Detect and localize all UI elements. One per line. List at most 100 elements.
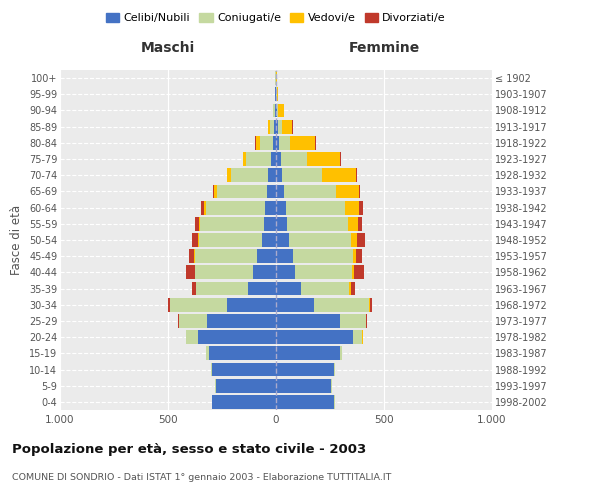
Y-axis label: Fasce di età: Fasce di età: [10, 205, 23, 275]
Bar: [293, 250, 353, 263]
Bar: [276, 217, 287, 230]
Bar: [268, 168, 276, 182]
Bar: [345, 200, 359, 214]
Bar: [276, 233, 289, 247]
Bar: [195, 266, 253, 280]
Bar: [194, 250, 195, 263]
Bar: [199, 233, 262, 247]
Bar: [265, 200, 276, 214]
Bar: [276, 200, 286, 214]
Bar: [340, 346, 343, 360]
Bar: [168, 298, 170, 312]
Bar: [340, 152, 341, 166]
Text: Popolazione per età, sesso e stato civile - 2003: Popolazione per età, sesso e stato civil…: [12, 442, 366, 456]
Bar: [276, 362, 334, 376]
Bar: [196, 282, 248, 296]
Bar: [193, 282, 196, 296]
Bar: [286, 200, 345, 214]
Bar: [276, 104, 277, 118]
Bar: [290, 136, 316, 149]
Bar: [246, 152, 271, 166]
Bar: [179, 314, 207, 328]
Bar: [350, 233, 356, 247]
Bar: [207, 314, 276, 328]
Bar: [369, 298, 370, 312]
Bar: [248, 282, 276, 296]
Bar: [322, 168, 356, 182]
Bar: [276, 266, 295, 280]
Bar: [206, 200, 265, 214]
Bar: [257, 250, 276, 263]
Bar: [277, 88, 278, 101]
Legend: Celibi/Nubili, Coniugati/e, Vedovi/e, Divorziati/e: Celibi/Nubili, Coniugati/e, Vedovi/e, Di…: [101, 8, 451, 28]
Bar: [201, 200, 203, 214]
Bar: [230, 168, 268, 182]
Bar: [274, 120, 276, 134]
Bar: [352, 266, 354, 280]
Bar: [289, 233, 350, 247]
Bar: [243, 152, 246, 166]
Bar: [276, 330, 353, 344]
Bar: [307, 152, 340, 166]
Bar: [356, 233, 365, 247]
Bar: [276, 395, 334, 409]
Bar: [281, 152, 307, 166]
Bar: [268, 184, 276, 198]
Bar: [264, 217, 276, 230]
Bar: [227, 168, 230, 182]
Bar: [356, 168, 357, 182]
Bar: [353, 250, 356, 263]
Bar: [215, 379, 276, 392]
Bar: [276, 168, 283, 182]
Bar: [277, 104, 278, 118]
Bar: [276, 282, 301, 296]
Bar: [276, 136, 278, 149]
Bar: [213, 184, 214, 198]
Bar: [350, 282, 355, 296]
Bar: [189, 250, 194, 263]
Bar: [192, 233, 198, 247]
Bar: [353, 330, 362, 344]
Bar: [276, 314, 340, 328]
Bar: [198, 233, 199, 247]
Bar: [211, 362, 212, 376]
Bar: [349, 217, 358, 230]
Bar: [340, 314, 365, 328]
Bar: [278, 104, 284, 118]
Bar: [214, 184, 217, 198]
Bar: [276, 184, 284, 198]
Text: Femmine: Femmine: [349, 41, 419, 55]
Bar: [301, 282, 349, 296]
Bar: [260, 136, 273, 149]
Bar: [271, 152, 276, 166]
Bar: [253, 266, 276, 280]
Bar: [356, 250, 362, 263]
Bar: [283, 168, 322, 182]
Bar: [273, 136, 276, 149]
Bar: [349, 282, 350, 296]
Bar: [284, 184, 336, 198]
Bar: [203, 200, 206, 214]
Bar: [212, 362, 276, 376]
Bar: [359, 200, 363, 214]
Bar: [217, 184, 268, 198]
Bar: [209, 346, 276, 360]
Bar: [212, 395, 276, 409]
Bar: [195, 250, 257, 263]
Bar: [287, 217, 349, 230]
Bar: [295, 266, 352, 280]
Bar: [276, 379, 331, 392]
Bar: [314, 298, 369, 312]
Bar: [198, 330, 276, 344]
Bar: [268, 120, 269, 134]
Bar: [276, 250, 293, 263]
Bar: [359, 184, 361, 198]
Bar: [275, 88, 276, 101]
Bar: [336, 184, 359, 198]
Bar: [256, 136, 260, 149]
Bar: [281, 120, 292, 134]
Bar: [196, 217, 199, 230]
Bar: [187, 330, 198, 344]
Text: Maschi: Maschi: [141, 41, 195, 55]
Bar: [358, 217, 362, 230]
